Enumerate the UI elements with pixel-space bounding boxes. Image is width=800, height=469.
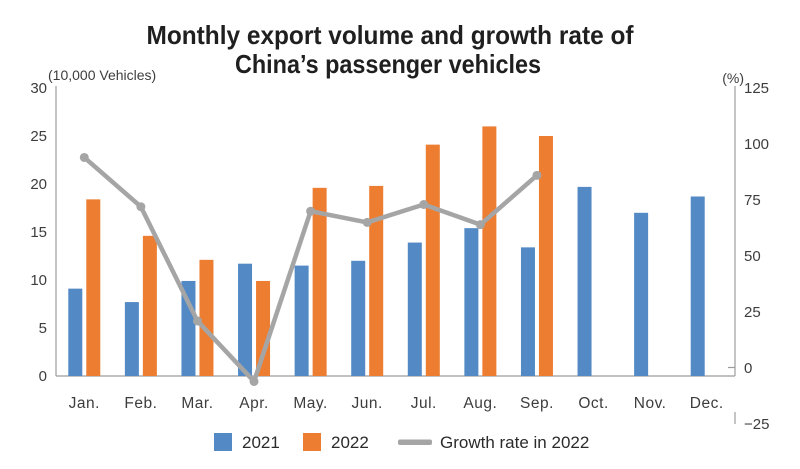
legend-label-2021: 2021 bbox=[242, 433, 280, 452]
right-tick-125: 125 bbox=[744, 80, 769, 97]
x-label-nov: Nov. bbox=[634, 395, 667, 412]
legend-label-2022: 2022 bbox=[331, 433, 369, 452]
x-label-sep: Sep. bbox=[520, 395, 554, 412]
legend-label-growthratein2022: Growth rate in 2022 bbox=[440, 433, 589, 452]
growth-point-may bbox=[306, 206, 316, 216]
growth-point-sep bbox=[532, 170, 542, 180]
left-tick-30: 30 bbox=[30, 80, 47, 97]
chart-title-line2: China’s passenger vehicles bbox=[235, 49, 541, 79]
bar-2022-mar bbox=[199, 259, 214, 376]
left-axis-unit-label: (10,000 Vehicles) bbox=[48, 67, 156, 83]
axis-lines bbox=[55, 86, 736, 424]
bars-series-2022 bbox=[86, 126, 553, 377]
left-tick-10: 10 bbox=[30, 272, 47, 289]
left-tick-5: 5 bbox=[39, 320, 47, 337]
x-label-aug: Aug. bbox=[463, 395, 497, 412]
legend-swatch-2022 bbox=[303, 433, 321, 451]
bar-2022-may bbox=[312, 187, 327, 376]
left-tick-0: 0 bbox=[39, 368, 47, 385]
legend-item-2022: 2022 bbox=[303, 433, 369, 452]
x-label-apr: Apr. bbox=[239, 395, 269, 412]
bar-2021-feb bbox=[124, 302, 139, 376]
bar-2022-feb bbox=[142, 235, 157, 376]
bar-2021-mar bbox=[181, 280, 196, 376]
x-label-mar: Mar. bbox=[181, 395, 213, 412]
legend-swatch-growthratein2022 bbox=[398, 439, 432, 445]
left-tick-20: 20 bbox=[30, 176, 47, 193]
x-axis-month-labels: Jan. Feb. Mar. Apr. May. Jun. Jul. Aug. Sep. Oct.… bbox=[69, 395, 724, 412]
bar-2021-nov bbox=[634, 212, 649, 376]
bar-2022-jun bbox=[369, 185, 384, 376]
right-tick-100: 100 bbox=[744, 136, 769, 153]
right-tick-0: 0 bbox=[744, 360, 752, 377]
bar-2021-aug bbox=[464, 228, 479, 376]
bar-2022-apr bbox=[256, 280, 271, 376]
left-axis-tick-labels: 0 5 10 15 20 25 30 bbox=[30, 80, 47, 385]
bar-2021-jul bbox=[407, 242, 422, 376]
legend: 2021 2022 Growth rate in 2022 bbox=[214, 433, 589, 452]
chart-title-line1: Monthly export volume and growth rate of bbox=[147, 20, 634, 50]
left-tick-25: 25 bbox=[30, 128, 47, 145]
bar-2021-apr bbox=[238, 263, 253, 376]
x-label-feb: Feb. bbox=[124, 395, 157, 412]
bar-2021-sep bbox=[520, 247, 535, 376]
growth-point-aug bbox=[475, 220, 485, 230]
growth-rate-line bbox=[79, 152, 542, 386]
right-tick-50: 50 bbox=[744, 248, 761, 265]
x-label-jan: Jan. bbox=[69, 395, 100, 412]
x-label-dec: Dec. bbox=[690, 395, 724, 412]
bar-2022-jul bbox=[425, 144, 440, 376]
legend-item-2021: 2021 bbox=[214, 433, 280, 452]
bars-series-2021 bbox=[68, 186, 705, 376]
bar-2022-jan bbox=[86, 199, 101, 376]
growth-point-jan bbox=[79, 152, 89, 162]
legend-item-growthratein2022: Growth rate in 2022 bbox=[398, 433, 589, 452]
growth-point-jul bbox=[419, 199, 429, 209]
x-label-jun: Jun. bbox=[352, 395, 383, 412]
right-tick-75: 75 bbox=[744, 192, 761, 209]
x-label-oct: Oct. bbox=[578, 395, 608, 412]
bar-2021-jan bbox=[68, 288, 83, 376]
bar-2021-may bbox=[294, 265, 309, 376]
right-tick--25: −25 bbox=[744, 416, 769, 433]
bar-2022-aug bbox=[482, 126, 497, 377]
growth-point-jun bbox=[362, 217, 372, 227]
growth-point-apr bbox=[249, 376, 259, 386]
bar-2021-dec bbox=[690, 196, 705, 376]
legend-swatch-2021 bbox=[214, 433, 232, 451]
right-axis-tick-labels: 125 100 75 50 25 0 −25 bbox=[744, 80, 769, 433]
right-tick-25: 25 bbox=[744, 304, 761, 321]
growth-point-feb bbox=[136, 202, 146, 212]
left-tick-15: 15 bbox=[30, 224, 47, 241]
bar-2022-sep bbox=[538, 136, 553, 376]
bar-2021-jun bbox=[351, 260, 366, 376]
bar-2021-oct bbox=[577, 186, 592, 376]
growth-point-mar bbox=[192, 316, 202, 326]
right-axis-unit-label: (%) bbox=[722, 70, 744, 86]
x-label-jul: Jul. bbox=[411, 395, 437, 412]
x-label-may: May. bbox=[293, 395, 327, 412]
